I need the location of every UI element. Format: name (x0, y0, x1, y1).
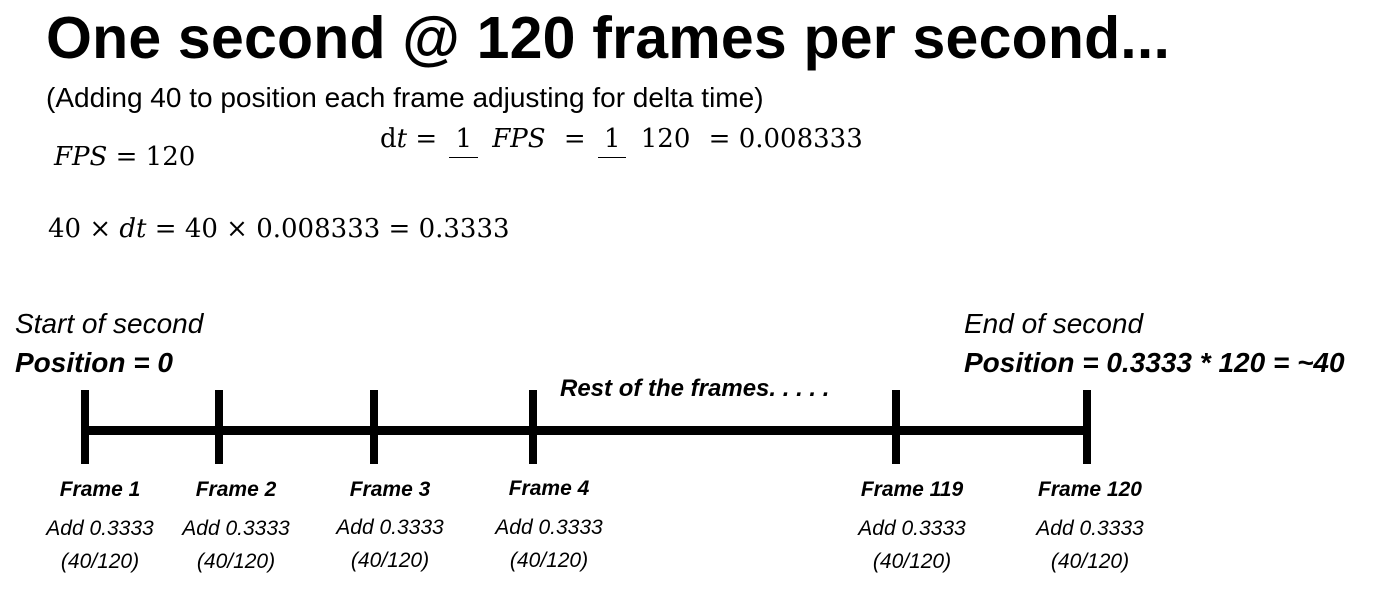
fraction-2-numerator: 1 (597, 124, 627, 158)
frame-4-fraction: (40/120) (509, 549, 589, 572)
frame-3-add: Add 0.3333 (336, 516, 444, 539)
fraction-1-over-120: 1 120 (597, 124, 696, 158)
fraction-1-over-fps: 1 FPS (449, 124, 551, 158)
start-position-label: Position = 0 (15, 347, 173, 378)
frame-120-name: Frame 120 (1038, 478, 1142, 501)
dt-d: d (380, 124, 397, 154)
frame-4-add: Add 0.3333 (495, 516, 603, 539)
dt-equals-2: = (555, 124, 594, 154)
frame-2-add: Add 0.3333 (182, 517, 290, 540)
timeline-line (84, 426, 1090, 435)
multiplication-equation: 40 × dt = 40 × 0.008333 = 0.3333 (48, 214, 510, 244)
frame-1-name: Frame 1 (59, 478, 141, 501)
tick-frame-120 (1083, 390, 1091, 464)
frame-1-add: Add 0.3333 (46, 517, 154, 540)
dt-t: t (396, 124, 408, 154)
fraction-1-denominator: FPS (492, 124, 546, 154)
frame-120-add: Add 0.3333 (1036, 517, 1144, 540)
frame-2-fraction: (40/120) (196, 550, 276, 573)
mult-forty: 40 × (48, 214, 120, 244)
frame-3-name: Frame 3 (349, 478, 431, 501)
frame-3-fraction: (40/120) (350, 549, 430, 572)
dt-result: = 0.008333 (700, 124, 863, 154)
dt-equals-1: = (407, 124, 446, 154)
frame-119-add: Add 0.3333 (858, 517, 966, 540)
frame-119-name: Frame 119 (860, 478, 964, 501)
frame-4-name: Frame 4 (508, 477, 590, 500)
tick-frame-3 (370, 390, 378, 464)
fps-symbol: FPS (54, 142, 108, 172)
frame-120-fraction: (40/120) (1050, 550, 1130, 573)
mult-result: = 40 × 0.008333 = 0.3333 (146, 214, 510, 244)
page-title: One second @ 120 frames per second... (46, 5, 1171, 71)
tick-frame-2 (215, 390, 223, 464)
frame-1-fraction: (40/120) (60, 550, 140, 573)
frame-2-name: Frame 2 (195, 478, 277, 501)
tick-frame-4 (529, 390, 537, 464)
tick-frame-119 (892, 390, 900, 464)
frame-119-fraction: (40/120) (872, 550, 952, 573)
start-of-second-label: Start of second (15, 308, 204, 339)
fps-equation: FPS = 120 (54, 142, 195, 172)
end-of-second-label: End of second (964, 308, 1144, 339)
fraction-1-numerator: 1 (449, 124, 478, 158)
tick-frame-1 (81, 390, 89, 464)
end-position-label: Position = 0.3333 * 120 = ~40 (964, 347, 1345, 378)
rest-of-frames-label: Rest of the frames. . . . . (560, 375, 830, 402)
page-subtitle: (Adding 40 to position each frame adjust… (46, 82, 764, 113)
fraction-2-denominator: 120 (640, 124, 691, 154)
fps-value: = 120 (107, 142, 196, 172)
mult-dt: dt (119, 214, 147, 244)
